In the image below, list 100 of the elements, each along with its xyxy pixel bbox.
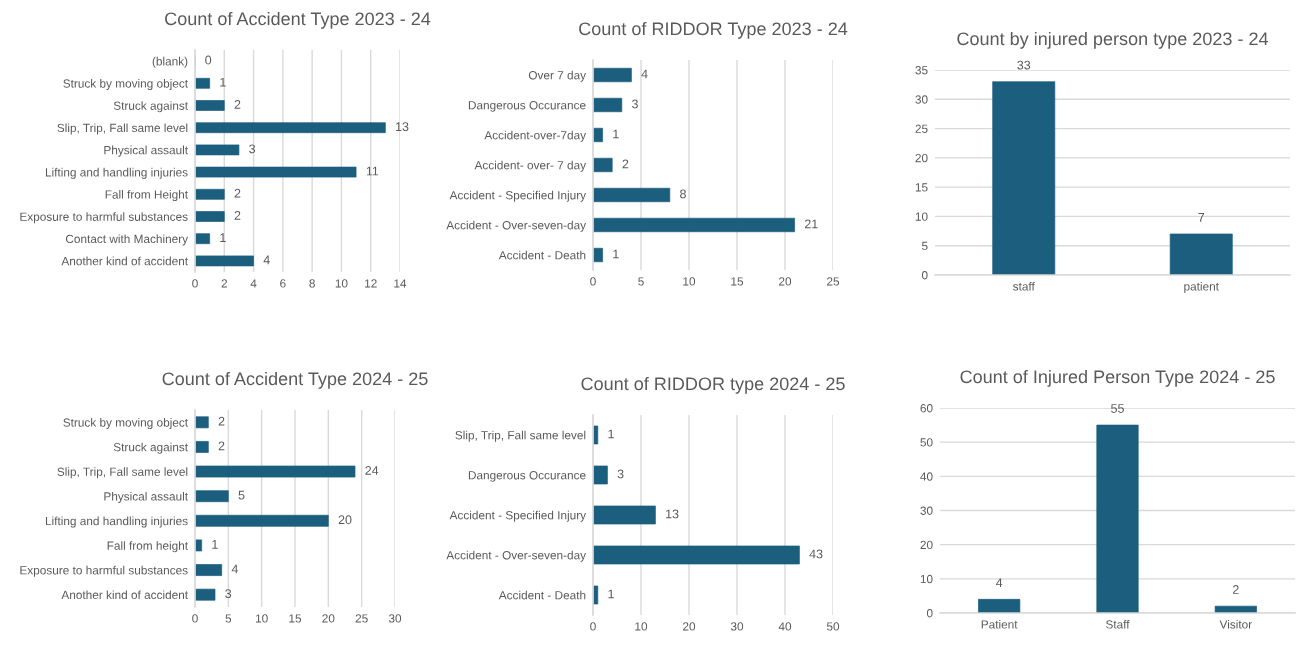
y-tick-label: 20 bbox=[915, 153, 928, 163]
x-tick-label: 6 bbox=[280, 279, 286, 288]
data-label: 33 bbox=[1017, 60, 1031, 70]
data-label: 1 bbox=[613, 249, 619, 259]
y-tick-label: Another kind of accident bbox=[61, 256, 188, 266]
data-label: 3 bbox=[249, 144, 256, 154]
data-label: 3 bbox=[617, 469, 624, 479]
x-tick-label: 0 bbox=[192, 279, 198, 288]
y-tick-label: 30 bbox=[920, 506, 933, 515]
x-tick-label: 40 bbox=[778, 622, 792, 631]
x-tick-label: 0 bbox=[590, 622, 596, 631]
y-tick-label: Slip, Trip, Fall same level bbox=[455, 430, 586, 442]
bar bbox=[195, 564, 223, 576]
data-label: 4 bbox=[995, 578, 1003, 588]
data-label: 20 bbox=[338, 515, 352, 525]
bar bbox=[593, 187, 671, 203]
data-label: 1 bbox=[608, 429, 614, 439]
y-tick-label: Accident - Death bbox=[498, 590, 586, 600]
data-label: 1 bbox=[220, 233, 226, 242]
bar bbox=[195, 188, 225, 200]
bar bbox=[1096, 424, 1139, 613]
bar bbox=[195, 514, 329, 527]
y-tick-label: Fall from Height bbox=[105, 190, 188, 202]
x-tick-label: 5 bbox=[225, 614, 232, 623]
x-tick-label: 25 bbox=[355, 614, 368, 623]
y-tick-label: 5 bbox=[921, 241, 928, 251]
data-label: 1 bbox=[613, 129, 619, 139]
y-tick-label: Dangerous Occurance bbox=[468, 471, 586, 482]
bar bbox=[195, 144, 240, 156]
data-label: 55 bbox=[1111, 404, 1124, 413]
data-label: 1 bbox=[220, 77, 226, 87]
x-tick-label: 0 bbox=[192, 614, 198, 623]
data-label: 2 bbox=[234, 211, 241, 220]
data-label: 4 bbox=[263, 255, 270, 265]
data-label: 4 bbox=[641, 69, 648, 79]
y-tick-label: 20 bbox=[920, 540, 933, 550]
y-tick-label: Struck against bbox=[113, 442, 188, 454]
x-tick-label: 50 bbox=[826, 622, 840, 631]
y-tick-label: 25 bbox=[915, 124, 928, 133]
bar bbox=[593, 465, 608, 485]
chart-title: Count of RIDDOR Type 2023 - 24 bbox=[579, 21, 848, 39]
x-tick-label: 25 bbox=[827, 277, 840, 286]
y-tick-label: Physical assault bbox=[104, 491, 188, 503]
y-tick-label: Contact with Machinery bbox=[65, 234, 189, 246]
y-tick-label: Over 7 day bbox=[528, 70, 587, 82]
x-tick-label: 20 bbox=[683, 622, 696, 631]
x-tick-label: 8 bbox=[309, 279, 315, 288]
y-tick-label: 0 bbox=[921, 271, 928, 280]
y-tick-label: 40 bbox=[920, 472, 933, 481]
y-tick-label: (blank) bbox=[152, 56, 188, 68]
y-tick-label: Exposure to harmful substances bbox=[20, 212, 188, 224]
data-label: 2 bbox=[234, 100, 241, 109]
x-tick-label: patient bbox=[1184, 281, 1219, 293]
bar bbox=[195, 122, 386, 134]
chart-title: Count of Injured Person Type 2024 - 25 bbox=[960, 369, 1275, 387]
bar bbox=[593, 97, 623, 113]
data-label: 2 bbox=[1232, 585, 1239, 594]
y-tick-label: Lifting and handling injuries bbox=[45, 516, 188, 528]
bar bbox=[593, 67, 632, 83]
bar bbox=[195, 539, 203, 552]
bar bbox=[195, 233, 210, 245]
x-tick-label: Visitor bbox=[1219, 619, 1252, 629]
y-tick-label: Physical assault bbox=[104, 145, 188, 157]
y-tick-label: Accident - Death bbox=[498, 250, 586, 260]
bar bbox=[593, 217, 795, 233]
data-label: 21 bbox=[804, 219, 818, 229]
y-tick-label: Exposure to harmful substances bbox=[20, 565, 188, 577]
bar bbox=[593, 545, 800, 565]
data-label: 7 bbox=[1198, 213, 1205, 222]
data-label: 3 bbox=[225, 589, 232, 599]
x-tick-label: Patient bbox=[981, 619, 1018, 629]
x-tick-label: 10 bbox=[335, 279, 348, 288]
chart-title: Count of Accident Type 2023 - 24 bbox=[165, 11, 431, 29]
y-tick-label: 50 bbox=[920, 438, 933, 447]
x-tick-label: 5 bbox=[638, 277, 644, 286]
y-tick-label: Lifting and handling injuries bbox=[45, 167, 188, 179]
bar bbox=[978, 598, 1021, 613]
bar bbox=[593, 505, 656, 525]
bar bbox=[195, 255, 254, 267]
bar bbox=[195, 416, 209, 429]
x-tick-label: 4 bbox=[250, 279, 257, 288]
x-tick-label: 15 bbox=[289, 614, 302, 623]
x-tick-label: 10 bbox=[256, 614, 268, 623]
bar bbox=[195, 77, 210, 89]
y-tick-label: 15 bbox=[915, 183, 928, 192]
x-tick-label: 2 bbox=[221, 279, 227, 288]
x-tick-label: Staff bbox=[1106, 619, 1130, 629]
y-tick-label: 30 bbox=[915, 95, 928, 104]
y-tick-label: 35 bbox=[915, 66, 928, 75]
data-label: 3 bbox=[632, 99, 638, 109]
y-tick-label: Slip, Trip, Fall same level bbox=[57, 467, 188, 479]
x-tick-label: 14 bbox=[394, 279, 407, 288]
y-tick-label: Accident - Specified Injury bbox=[449, 510, 587, 522]
y-tick-label: Struck by moving object bbox=[63, 418, 188, 430]
y-tick-label: Struck by moving object bbox=[63, 79, 188, 91]
data-label: 5 bbox=[238, 490, 245, 500]
data-label: 2 bbox=[218, 416, 225, 426]
chart-title: Count by injured person type 2023 - 24 bbox=[957, 31, 1269, 49]
bar bbox=[195, 166, 357, 178]
x-tick-label: staff bbox=[1013, 281, 1035, 291]
